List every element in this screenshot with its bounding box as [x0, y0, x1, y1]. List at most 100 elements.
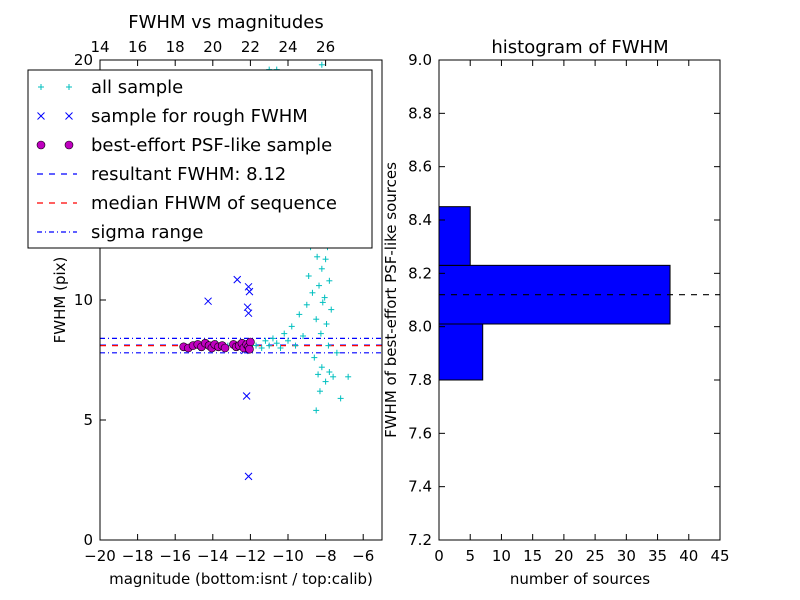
series-1-point-19: [273, 340, 280, 347]
right-y-tick-label-1: 7.2: [408, 531, 432, 549]
left-chart-title: FWHM vs magnitudes: [128, 12, 323, 33]
right-axes-frame: [438, 59, 721, 541]
legend-marker-3b-dot: [64, 140, 74, 150]
series-1-point-21: [281, 330, 288, 337]
legend-marker-3a-dot: [36, 140, 46, 150]
series-1-point-57: [313, 407, 320, 414]
series-2-point-6: [244, 309, 253, 318]
top-x-tick-label-6: 24: [278, 38, 297, 56]
series-1-point-30: [309, 289, 316, 296]
series-1-point-22: [285, 337, 291, 344]
series-1-point-43: [323, 321, 330, 327]
series-1-point-18: [269, 335, 276, 342]
series-3-point-20: [246, 337, 255, 347]
right-y-axis-label: FWHM of best-effort PSF-like sources: [382, 162, 400, 438]
series-1-point-50: [315, 371, 322, 378]
right-y-tick-label-10: 9.0: [408, 51, 432, 69]
series-2-point-1-b: [204, 297, 212, 306]
series-2-point-7: [242, 392, 251, 400]
top-x-tick-label-5: 22: [241, 38, 260, 56]
series-1-point-37: [317, 330, 324, 337]
legend-marker-3b: [64, 140, 74, 150]
legend-entries: all sample sample for rough FWHM best-effo…: [36, 77, 337, 243]
series-1-point-33: [314, 253, 321, 260]
series-1-point-17: [266, 342, 273, 349]
left-y-tick-label-5: 20: [74, 51, 93, 69]
series-2-point-3-b: [244, 282, 253, 291]
left-x-tick-label-7: −8: [315, 547, 337, 565]
right-x-tick-label-6: 25: [586, 547, 605, 565]
legend-marker-2a: [37, 112, 45, 120]
legend-marker-3a: [36, 140, 46, 150]
legend-marker-2b-b: [65, 112, 73, 120]
series-1-point-24: [292, 342, 299, 349]
legend-marker-2a-b: [37, 112, 45, 120]
legend-marker-2b: [65, 112, 73, 120]
series-1-point-14: [253, 342, 260, 349]
histogram-bar-3: [438, 206, 471, 266]
legend-marker-1b: [66, 84, 72, 90]
series-3-point-12-dot: [220, 343, 230, 353]
right-x-tick-label-2: 5: [465, 547, 475, 565]
right-x-tick-label-7: 30: [617, 547, 636, 565]
series-1-point-32: [313, 316, 320, 323]
legend-label-1: all sample: [91, 77, 183, 98]
series-1-point-58: [345, 373, 352, 380]
left-x-tick-label-2: −18: [122, 547, 154, 565]
top-x-tick-label-7: 26: [316, 38, 335, 56]
right-y-tick-label-4: 7.8: [408, 371, 432, 389]
top-x-tick-label-4: 20: [203, 38, 222, 56]
right-x-tick-label-9: 40: [679, 547, 698, 565]
series-1-point-16: [262, 337, 269, 344]
right-y-tick-label-2: 7.4: [408, 478, 432, 496]
right-y-tick-label-8: 8.6: [408, 158, 432, 176]
top-x-tick-label-1: 14: [90, 38, 109, 56]
legend-box: [27, 69, 373, 249]
series-2-point-3: [244, 282, 253, 291]
series-1-point-23: [288, 323, 295, 330]
left-x-tick-label-3: −16: [159, 547, 191, 565]
series-1-point-53: [326, 369, 333, 375]
right-histogram: histogram of FWHM 0 5 10 15 20 25 30 35 40 45 7.2 7…: [382, 37, 730, 588]
series-1-point-42: [322, 256, 329, 263]
series-1-point-15: [258, 345, 265, 351]
series-1-point-26: [300, 333, 307, 339]
series-2-point-4: [245, 287, 254, 296]
series-2-point-8: [244, 472, 253, 481]
series-2-point-7-b: [242, 392, 251, 400]
series-3-point-21: [245, 344, 254, 354]
left-y-axis-label: FWHM (pix): [51, 257, 69, 344]
series-1-point-27: [303, 301, 310, 308]
left-x-tick-label-5: −12: [235, 547, 267, 565]
left-x-tick-label-8: −6: [352, 547, 374, 565]
series-1-point-52: [322, 378, 329, 385]
series-3-point-21-dot: [245, 344, 254, 354]
top-x-tick-label-3: 18: [166, 38, 185, 56]
series-1-point-39: [319, 299, 326, 306]
right-x-tick-label-10: 45: [710, 547, 729, 565]
right-y-tick-label-9: 8.8: [408, 104, 432, 122]
series-1-point-51: [318, 364, 325, 371]
series-1-point-20: [277, 345, 284, 351]
series-1-point-41: [321, 294, 328, 301]
left-y-tick-label-2: 5: [83, 411, 93, 429]
legend-label-6: sigma range: [91, 222, 203, 243]
left-axes-ticks: −20−18−16−14−12−10−8−6051015201416182022…: [74, 38, 374, 565]
histogram-bar-1: [438, 323, 484, 381]
right-x-tick-label-5: 20: [554, 547, 573, 565]
left-y-tick-label-1: 0: [83, 531, 93, 549]
series-1-point-56: [337, 395, 344, 402]
left-x-tick-label-4: −14: [197, 547, 229, 565]
series-2-point-4-b: [245, 287, 254, 296]
left-x-tick-label-1: −20: [84, 547, 116, 565]
left-y-tick-label-3: 10: [74, 291, 93, 309]
left-x-axis-label: magnitude (bottom:isnt / top:calib): [109, 570, 373, 588]
series-2-point-1: [204, 297, 212, 306]
legend: all sample sample for rough FWHM best-effo…: [27, 69, 373, 249]
top-x-tick-label-2: 16: [128, 38, 147, 56]
series-2-point-2-b: [233, 275, 242, 284]
right-x-tick-label-8: 35: [648, 547, 667, 565]
right-x-tick-label-3: 10: [492, 547, 511, 565]
right-x-axis-label: number of sources: [510, 570, 650, 588]
